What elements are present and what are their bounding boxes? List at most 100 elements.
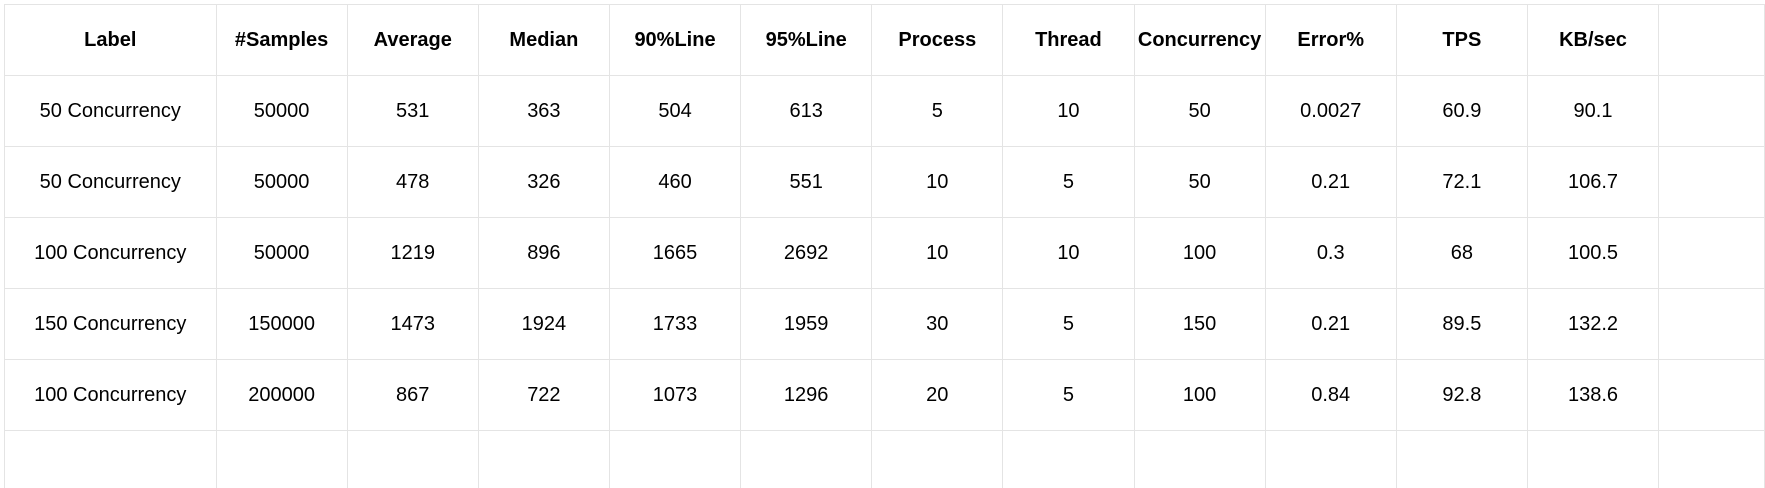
cell-95-line[interactable]: 613 — [740, 75, 873, 147]
cell-error-pct[interactable]: 0.3 — [1264, 217, 1397, 289]
empty-cell[interactable] — [1395, 430, 1528, 488]
cell-kb-sec[interactable]: 100.5 — [1526, 217, 1660, 289]
empty-cell[interactable] — [1658, 359, 1765, 431]
cell-label[interactable]: 50 Concurrency — [4, 146, 217, 218]
table-row: 100 Concurrency 200000 867 722 1073 1296… — [4, 359, 1765, 431]
cell-process[interactable]: 30 — [871, 288, 1004, 360]
cell-samples[interactable]: 50000 — [215, 217, 348, 289]
empty-cell[interactable] — [1526, 430, 1660, 488]
cell-label[interactable]: 100 Concurrency — [4, 217, 217, 289]
cell-samples[interactable]: 150000 — [215, 288, 348, 360]
table-row: 100 Concurrency 50000 1219 896 1665 2692… — [4, 217, 1765, 289]
cell-median[interactable]: 1924 — [477, 288, 610, 360]
empty-cell[interactable] — [1658, 288, 1765, 360]
header-kb-sec[interactable]: KB/sec — [1526, 4, 1660, 76]
results-table: Label #Samples Average Median 90%Line 95… — [4, 4, 1765, 488]
cell-error-pct[interactable]: 0.84 — [1264, 359, 1397, 431]
empty-cell[interactable] — [1658, 430, 1765, 488]
cell-concurrency[interactable]: 50 — [1133, 146, 1266, 218]
header-label[interactable]: Label — [4, 4, 217, 76]
header-error-pct[interactable]: Error% — [1264, 4, 1397, 76]
header-row: Label #Samples Average Median 90%Line 95… — [4, 4, 1765, 76]
cell-90-line[interactable]: 1073 — [608, 359, 742, 431]
cell-median[interactable]: 326 — [477, 146, 610, 218]
cell-average[interactable]: 531 — [346, 75, 479, 147]
cell-process[interactable]: 5 — [871, 75, 1004, 147]
cell-95-line[interactable]: 1959 — [740, 288, 873, 360]
header-median[interactable]: Median — [477, 4, 610, 76]
empty-cell[interactable] — [1658, 4, 1765, 76]
cell-90-line[interactable]: 1733 — [608, 288, 742, 360]
cell-median[interactable]: 363 — [477, 75, 610, 147]
empty-cell[interactable] — [1002, 430, 1135, 488]
cell-kb-sec[interactable]: 106.7 — [1526, 146, 1660, 218]
cell-error-pct[interactable]: 0.21 — [1264, 288, 1397, 360]
cell-thread[interactable]: 5 — [1002, 146, 1135, 218]
empty-cell[interactable] — [4, 430, 217, 488]
empty-cell[interactable] — [1658, 146, 1765, 218]
cell-label[interactable]: 100 Concurrency — [4, 359, 217, 431]
cell-concurrency[interactable]: 50 — [1133, 75, 1266, 147]
cell-thread[interactable]: 10 — [1002, 75, 1135, 147]
cell-process[interactable]: 20 — [871, 359, 1004, 431]
cell-90-line[interactable]: 504 — [608, 75, 742, 147]
cell-90-line[interactable]: 460 — [608, 146, 742, 218]
cell-tps[interactable]: 68 — [1395, 217, 1528, 289]
cell-kb-sec[interactable]: 138.6 — [1526, 359, 1660, 431]
empty-cell[interactable] — [1658, 217, 1765, 289]
empty-cell[interactable] — [1133, 430, 1266, 488]
table-row: 50 Concurrency 50000 478 326 460 551 10 … — [4, 146, 1765, 218]
cell-kb-sec[interactable]: 90.1 — [1526, 75, 1660, 147]
cell-concurrency[interactable]: 100 — [1133, 359, 1266, 431]
header-concurrency[interactable]: Concurrency — [1133, 4, 1266, 76]
empty-cell[interactable] — [477, 430, 610, 488]
cell-thread[interactable]: 10 — [1002, 217, 1135, 289]
cell-tps[interactable]: 72.1 — [1395, 146, 1528, 218]
cell-concurrency[interactable]: 100 — [1133, 217, 1266, 289]
cell-kb-sec[interactable]: 132.2 — [1526, 288, 1660, 360]
cell-thread[interactable]: 5 — [1002, 359, 1135, 431]
cell-average[interactable]: 478 — [346, 146, 479, 218]
header-samples[interactable]: #Samples — [215, 4, 348, 76]
header-90-line[interactable]: 90%Line — [608, 4, 742, 76]
table-row: 50 Concurrency 50000 531 363 504 613 5 1… — [4, 75, 1765, 147]
empty-row — [4, 430, 1765, 488]
empty-cell[interactable] — [871, 430, 1004, 488]
cell-samples[interactable]: 50000 — [215, 75, 348, 147]
empty-cell[interactable] — [346, 430, 479, 488]
cell-average[interactable]: 867 — [346, 359, 479, 431]
cell-95-line[interactable]: 1296 — [740, 359, 873, 431]
cell-median[interactable]: 896 — [477, 217, 610, 289]
cell-average[interactable]: 1473 — [346, 288, 479, 360]
empty-cell[interactable] — [215, 430, 348, 488]
header-average[interactable]: Average — [346, 4, 479, 76]
empty-cell[interactable] — [608, 430, 742, 488]
header-95-line[interactable]: 95%Line — [740, 4, 873, 76]
cell-label[interactable]: 50 Concurrency — [4, 75, 217, 147]
cell-label[interactable]: 150 Concurrency — [4, 288, 217, 360]
cell-tps[interactable]: 92.8 — [1395, 359, 1528, 431]
cell-median[interactable]: 722 — [477, 359, 610, 431]
empty-cell[interactable] — [1264, 430, 1397, 488]
empty-cell[interactable] — [1658, 75, 1765, 147]
header-tps[interactable]: TPS — [1395, 4, 1528, 76]
cell-95-line[interactable]: 551 — [740, 146, 873, 218]
table-row: 150 Concurrency 150000 1473 1924 1733 19… — [4, 288, 1765, 360]
cell-error-pct[interactable]: 0.21 — [1264, 146, 1397, 218]
cell-samples[interactable]: 50000 — [215, 146, 348, 218]
cell-average[interactable]: 1219 — [346, 217, 479, 289]
cell-concurrency[interactable]: 150 — [1133, 288, 1266, 360]
cell-process[interactable]: 10 — [871, 217, 1004, 289]
cell-90-line[interactable]: 1665 — [608, 217, 742, 289]
cell-95-line[interactable]: 2692 — [740, 217, 873, 289]
cell-process[interactable]: 10 — [871, 146, 1004, 218]
cell-tps[interactable]: 60.9 — [1395, 75, 1528, 147]
empty-cell[interactable] — [740, 430, 873, 488]
cell-error-pct[interactable]: 0.0027 — [1264, 75, 1397, 147]
header-process[interactable]: Process — [871, 4, 1004, 76]
cell-samples[interactable]: 200000 — [215, 359, 348, 431]
cell-tps[interactable]: 89.5 — [1395, 288, 1528, 360]
cell-thread[interactable]: 5 — [1002, 288, 1135, 360]
header-thread[interactable]: Thread — [1002, 4, 1135, 76]
